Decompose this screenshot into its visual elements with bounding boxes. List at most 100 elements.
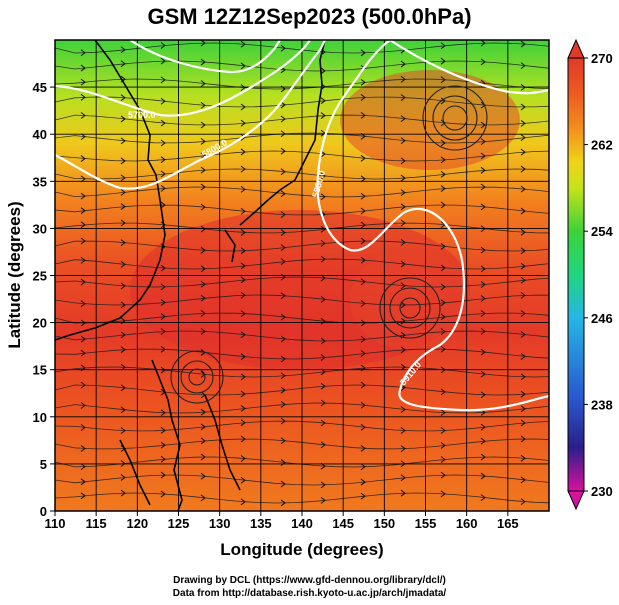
streamline-arrow — [80, 155, 86, 162]
streamline-arrow — [480, 348, 486, 356]
streamline-arrow — [400, 282, 406, 290]
streamline-arrow — [160, 441, 166, 449]
streamline-arrow — [240, 133, 246, 141]
streamline-arrow — [400, 238, 406, 246]
streamline-arrow — [440, 185, 446, 192]
streamline-arrow — [360, 423, 366, 431]
streamline-arrow — [280, 437, 286, 445]
streamline-arrow — [280, 101, 286, 109]
streamline-arrow — [160, 119, 166, 127]
y-tick-label: 30 — [33, 221, 47, 236]
streamline-arrow — [480, 101, 486, 109]
streamline-arrow — [280, 355, 286, 363]
streamline-arrow — [440, 57, 446, 65]
streamline-arrow — [320, 441, 326, 449]
contour-5880 — [316, 40, 549, 412]
streamline-arrow — [200, 203, 206, 211]
streamline-arrow — [80, 221, 86, 229]
streamline-arrow — [80, 237, 86, 245]
streamline-arrow — [400, 301, 406, 309]
streamline-arrow — [200, 40, 206, 47]
streamline-arrow — [520, 310, 526, 317]
streamline-arrow — [480, 327, 486, 335]
streamline-arrow — [360, 112, 366, 119]
streamline-arrow — [120, 282, 126, 290]
streamline — [55, 492, 549, 504]
streamline — [55, 366, 549, 378]
streamline-arrow — [240, 207, 246, 215]
streamline-arrow — [80, 335, 86, 343]
streamline-arrow — [320, 193, 326, 201]
streamline — [55, 312, 549, 324]
streamline-arrow — [440, 313, 446, 321]
streamline-arrow — [200, 309, 206, 317]
streamline-arrow — [360, 192, 366, 200]
streamline-arrow — [280, 417, 286, 425]
streamline-arrow — [200, 437, 206, 445]
streamline-arrow — [320, 172, 326, 180]
streamline-arrow — [200, 472, 206, 480]
streamline-arrow — [520, 331, 526, 338]
streamline-arrow — [360, 49, 366, 57]
streamline-arrow — [520, 498, 526, 506]
streamline-arrow — [120, 94, 126, 102]
streamline-arrow — [440, 471, 446, 479]
streamline-arrow — [440, 76, 446, 84]
streamline-arrow — [160, 426, 166, 434]
streamline-arrow — [320, 419, 326, 427]
streamline-arrow — [400, 174, 406, 182]
x-tick-label: 130 — [209, 516, 231, 531]
streamline-arrow — [200, 408, 206, 416]
streamline — [55, 132, 549, 144]
streamline-arrow — [400, 445, 406, 453]
streamline-arrow — [400, 189, 406, 197]
streamline — [55, 456, 549, 468]
streamline-arrow — [120, 346, 126, 354]
streamline-arrow — [240, 390, 246, 398]
streamline-arrow — [120, 474, 126, 481]
streamline-arrow — [480, 423, 486, 431]
streamline-arrow — [280, 168, 286, 176]
streamline-arrow — [520, 62, 526, 70]
streamline-arrow — [400, 203, 406, 211]
streamline-arrow — [520, 419, 526, 427]
streamline-arrow — [80, 381, 86, 389]
contour-5700 — [55, 40, 311, 117]
streamline-arrow — [480, 370, 486, 378]
streamline-arrow — [440, 427, 446, 434]
streamline-arrow — [480, 152, 486, 160]
streamline-arrow — [360, 154, 366, 162]
plot-area: 5700.0 5800.0 5880.0 5910.0 — [55, 40, 549, 511]
x-axis-ticks: 110 115 120 125 130 135 140 145 150 155 160 165 — [45, 511, 519, 531]
streamline-arrow — [160, 170, 166, 178]
streamline-arrow — [240, 498, 246, 506]
streamline — [55, 420, 549, 432]
height-contours — [55, 40, 549, 412]
streamline-arrow — [520, 103, 526, 111]
streamline-arrow — [160, 299, 166, 306]
streamline-arrow — [320, 150, 326, 158]
streamline-arrow — [80, 207, 86, 215]
streamline-arrow — [400, 346, 406, 354]
streamline-arrow — [80, 445, 86, 452]
streamline-arrow — [320, 382, 326, 390]
streamline-arrow — [400, 489, 406, 497]
streamline-arrow — [200, 391, 206, 399]
x-tick-label: 155 — [415, 516, 437, 531]
streamline-arrow — [120, 219, 126, 227]
streamline-arrow — [400, 75, 406, 83]
streamline-arrow — [200, 138, 206, 145]
streamline-arrow — [360, 237, 366, 245]
streamline-arrow — [520, 454, 526, 462]
streamline-arrow — [240, 455, 246, 462]
streamline-arrow — [320, 337, 326, 345]
streamline-arrow — [240, 103, 246, 111]
streamline-arrow — [480, 494, 486, 501]
y-tick-label: 15 — [33, 363, 47, 378]
streamline-arrow — [160, 455, 166, 463]
x-tick-label: 140 — [291, 516, 313, 531]
streamline-arrow — [520, 276, 526, 284]
colorbar-bottom-arrow — [567, 490, 585, 511]
streamline-arrow — [240, 119, 246, 127]
streamline — [55, 276, 549, 288]
